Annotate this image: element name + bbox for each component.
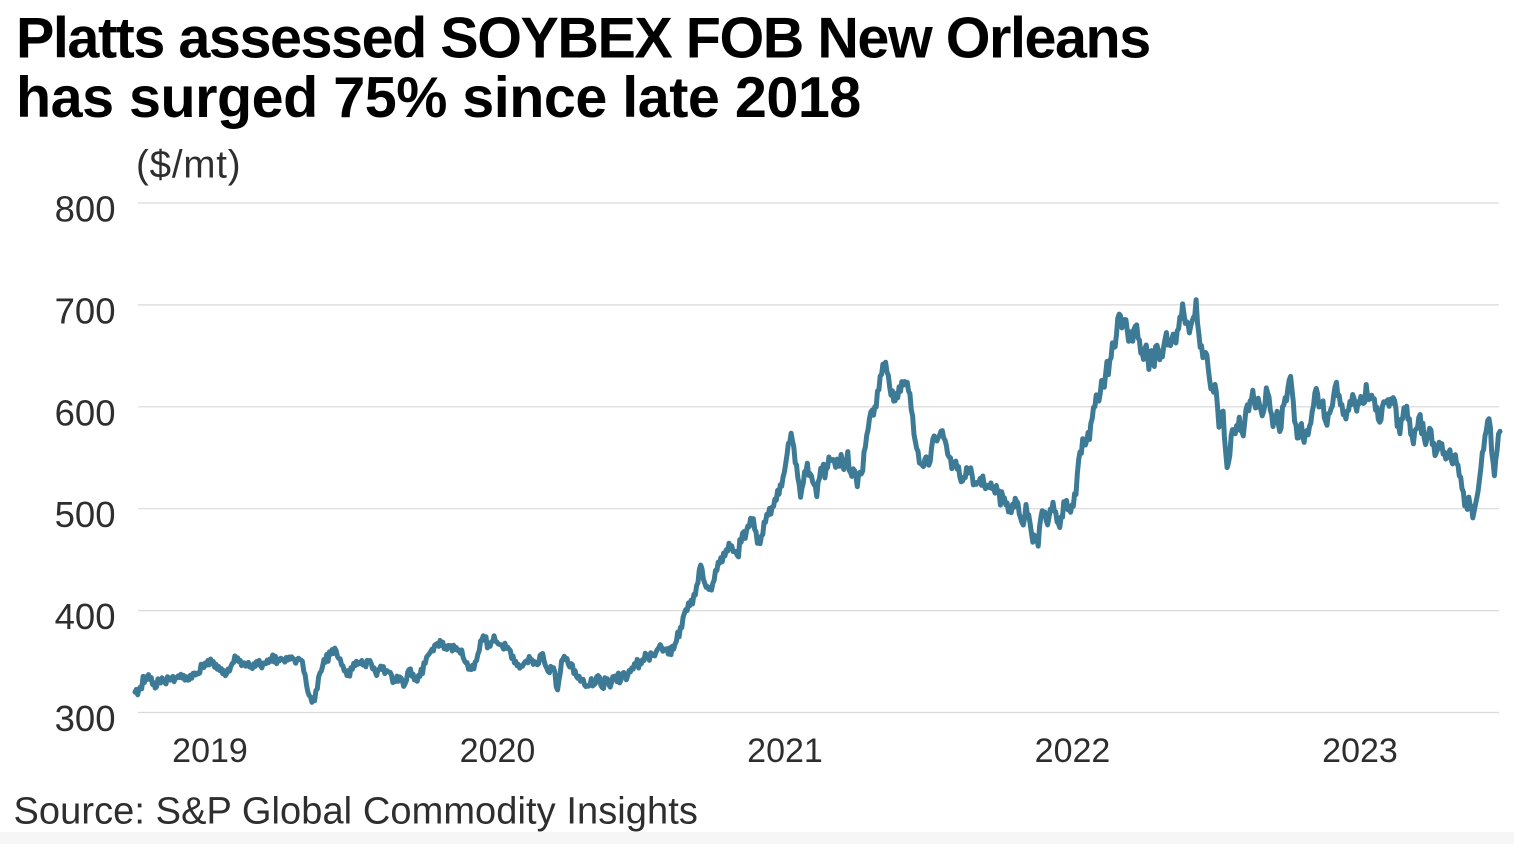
svg-text:Source: S&P Global Commodity I: Source: S&P Global Commodity Insights [14,791,698,833]
svg-text:has surged 75% since late 2018: has surged 75% since late 2018 [16,66,861,130]
svg-text:400: 400 [55,596,116,637]
svg-text:Platts assessed SOYBEX FOB New: Platts assessed SOYBEX FOB New Orleans [16,7,1150,71]
svg-text:600: 600 [55,392,116,433]
svg-text:($/mt): ($/mt) [136,143,241,186]
svg-text:300: 300 [55,698,116,739]
svg-text:2020: 2020 [460,732,536,770]
svg-text:500: 500 [55,494,116,535]
svg-text:2019: 2019 [172,732,248,770]
svg-text:700: 700 [55,290,116,331]
svg-text:2021: 2021 [747,732,823,770]
svg-text:2022: 2022 [1035,732,1111,770]
svg-text:2023: 2023 [1322,732,1398,770]
svg-text:800: 800 [55,189,116,230]
